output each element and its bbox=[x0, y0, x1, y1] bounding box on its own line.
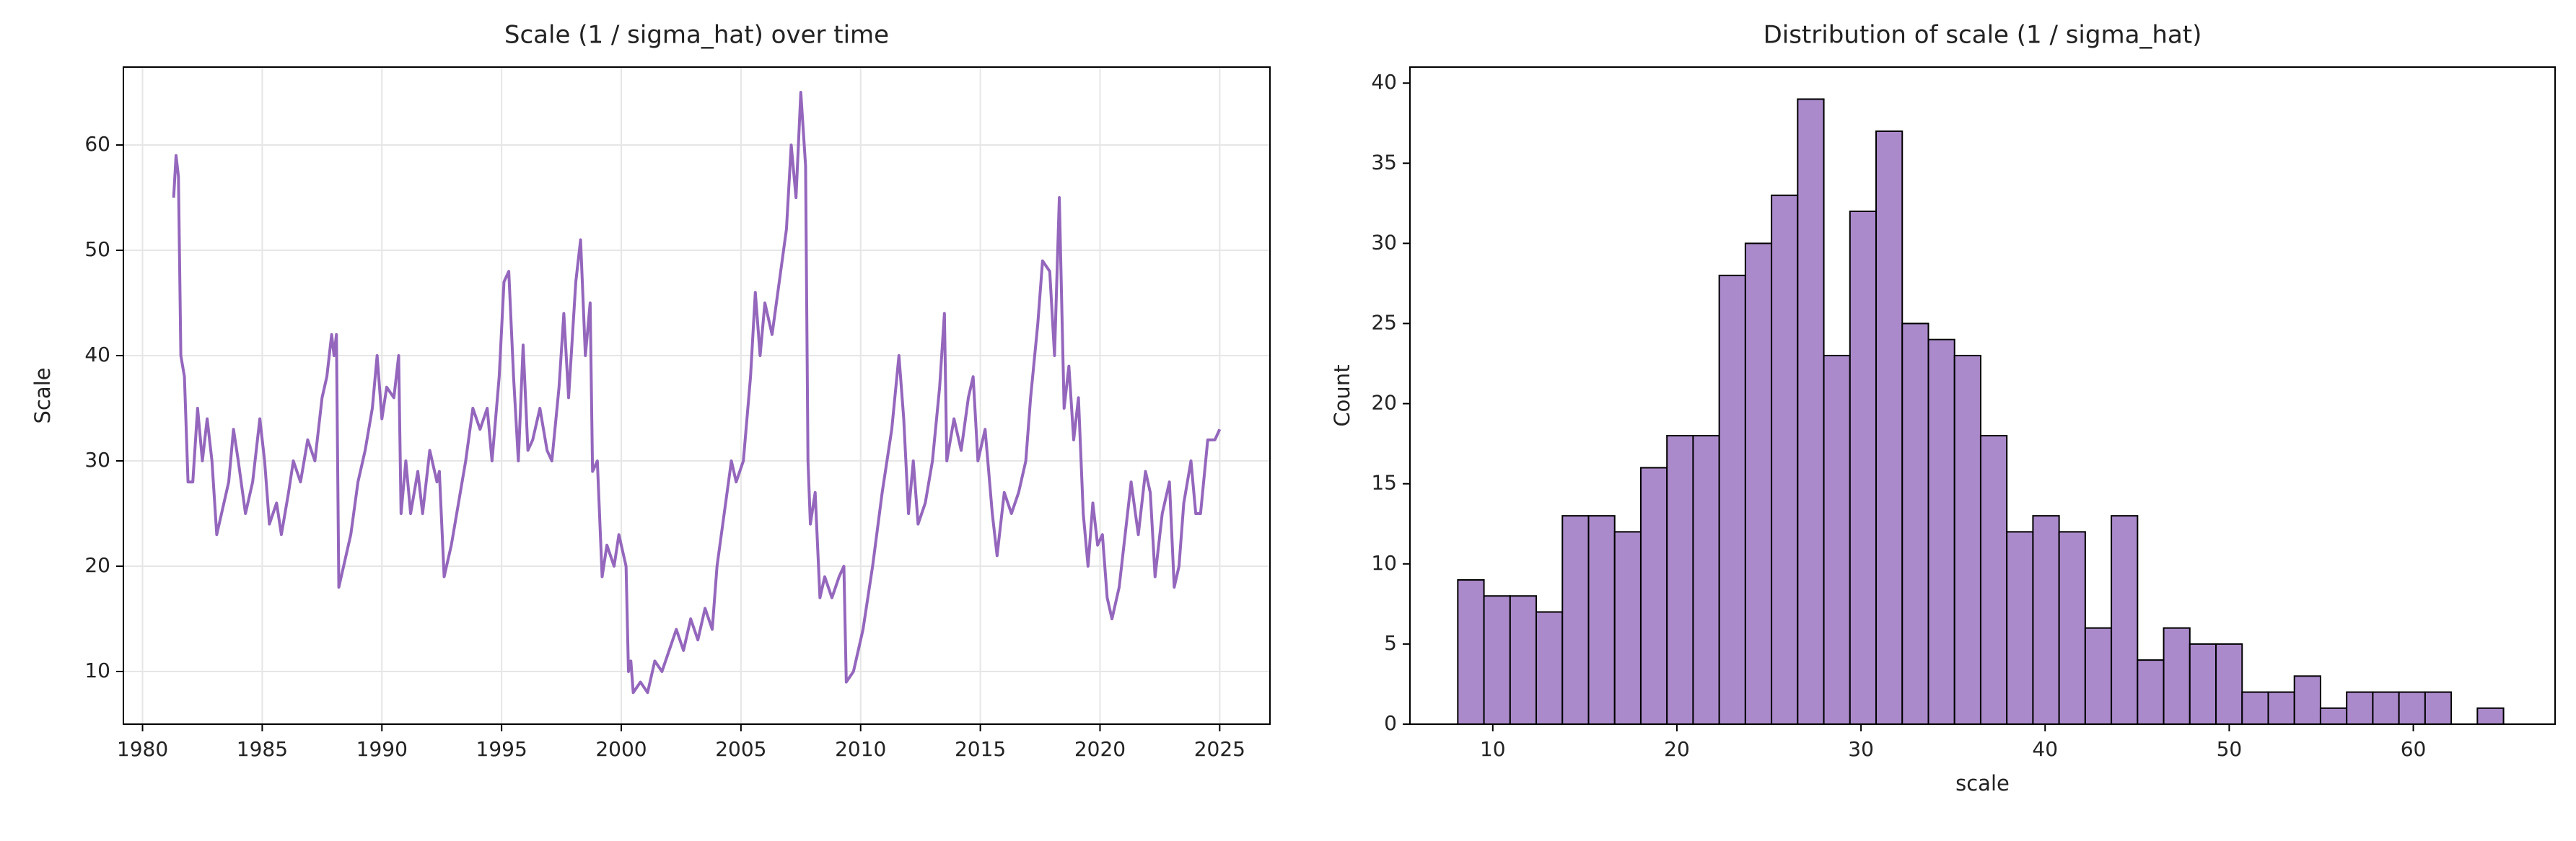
histogram-bar bbox=[1901, 322, 1929, 725]
y-tick-label: 5 bbox=[1384, 631, 1397, 655]
histogram-bar bbox=[1718, 274, 1746, 726]
histogram-bar bbox=[1744, 242, 1773, 726]
x-tick-label: 1990 bbox=[356, 737, 408, 761]
chart-panel: Distribution of scale (1 / sigma_hat) 0 5 1… bbox=[1330, 21, 2556, 796]
y-tick-label: 30 bbox=[1371, 230, 1397, 254]
x-tick-label: 40 bbox=[2032, 737, 2058, 761]
histogram-bar bbox=[1797, 98, 1825, 725]
histogram-bar bbox=[1849, 210, 1878, 726]
x-tick-label: 50 bbox=[2217, 737, 2243, 761]
x-tick-label: 1980 bbox=[117, 737, 168, 761]
y-tick-label: 20 bbox=[84, 553, 110, 577]
x-tick-label: 10 bbox=[1480, 737, 1506, 761]
y-tick-label: 0 bbox=[1384, 711, 1397, 735]
x-tick-label: 2025 bbox=[1194, 737, 1245, 761]
y-tick-label: 60 bbox=[84, 132, 110, 156]
y-tick-label: 35 bbox=[1371, 150, 1397, 174]
y-tick-label: 10 bbox=[1371, 551, 1397, 575]
histogram-bar bbox=[2424, 691, 2453, 725]
histogram-bar bbox=[2084, 627, 2113, 725]
histogram-bar bbox=[2293, 675, 2321, 726]
y-tick-label: 40 bbox=[84, 343, 110, 366]
histogram-bar bbox=[1587, 515, 1616, 726]
histogram-bar bbox=[2372, 691, 2400, 725]
data-line bbox=[172, 91, 1222, 695]
histogram-bar bbox=[2319, 707, 2348, 726]
x-tick-label: 30 bbox=[1848, 737, 1874, 761]
y-tick-label: 30 bbox=[84, 448, 110, 472]
histogram-bar bbox=[2215, 643, 2243, 726]
histogram-bar bbox=[2111, 515, 2139, 726]
y-tick-label: 20 bbox=[1371, 391, 1397, 415]
x-tick-label: 2020 bbox=[1074, 737, 1126, 761]
histogram-bar bbox=[1979, 435, 2008, 725]
histogram-bar bbox=[2163, 627, 2191, 725]
x-axis-label: scale bbox=[1955, 771, 2010, 796]
histogram-bar bbox=[1639, 467, 1668, 725]
chart-panel: Scale (1 / sigma_hat) over time 10 20 30 40 5… bbox=[30, 21, 1271, 761]
histogram-bar bbox=[2398, 691, 2426, 725]
x-tick-label: 60 bbox=[2401, 737, 2427, 761]
chart-title: Scale (1 / sigma_hat) over time bbox=[504, 21, 889, 50]
histogram-bar bbox=[1771, 194, 1799, 725]
histogram-bar bbox=[1823, 354, 1851, 725]
y-tick-label: 10 bbox=[84, 659, 110, 682]
x-tick-label: 2005 bbox=[715, 737, 766, 761]
y-tick-label: 15 bbox=[1371, 471, 1397, 495]
histogram-bar bbox=[2346, 691, 2374, 725]
x-tick-label: 1985 bbox=[237, 737, 288, 761]
histogram-bar bbox=[1613, 531, 1642, 725]
y-axis-label: Scale bbox=[30, 367, 55, 423]
histogram-bar bbox=[2137, 659, 2165, 725]
x-tick-label: 20 bbox=[1664, 737, 1690, 761]
histogram-bar bbox=[1666, 435, 1694, 725]
histogram-bar bbox=[1927, 338, 1955, 726]
chart-title: Distribution of scale (1 / sigma_hat) bbox=[1764, 21, 2202, 50]
histogram-bar bbox=[1483, 595, 1511, 725]
histogram-bar bbox=[1535, 611, 1564, 726]
histogram-bar bbox=[2032, 515, 2060, 726]
x-tick-label: 2010 bbox=[835, 737, 886, 761]
axes-frame bbox=[123, 66, 1271, 725]
x-tick-label: 2015 bbox=[955, 737, 1006, 761]
y-tick-label: 40 bbox=[1371, 70, 1397, 94]
histogram-bar bbox=[1692, 435, 1720, 725]
histogram-bar bbox=[2189, 643, 2217, 726]
histogram-bar bbox=[1457, 579, 1485, 726]
x-tick-label: 2000 bbox=[595, 737, 647, 761]
histogram-bar bbox=[1561, 515, 1590, 726]
histogram-bar bbox=[2267, 691, 2295, 725]
histogram-bar bbox=[2058, 531, 2086, 725]
histogram-bar bbox=[2006, 531, 2034, 725]
histogram-bar bbox=[1953, 354, 1981, 725]
histogram-bar bbox=[1875, 130, 1903, 725]
histogram-bar bbox=[1509, 595, 1538, 725]
histogram-bar bbox=[2476, 707, 2505, 726]
y-axis-label: Count bbox=[1330, 364, 1354, 426]
y-tick-label: 25 bbox=[1371, 311, 1397, 335]
x-tick-label: 1995 bbox=[476, 737, 527, 761]
axes-frame bbox=[1409, 66, 2556, 725]
y-tick-label: 50 bbox=[84, 237, 110, 261]
histogram-bar bbox=[2241, 691, 2269, 725]
